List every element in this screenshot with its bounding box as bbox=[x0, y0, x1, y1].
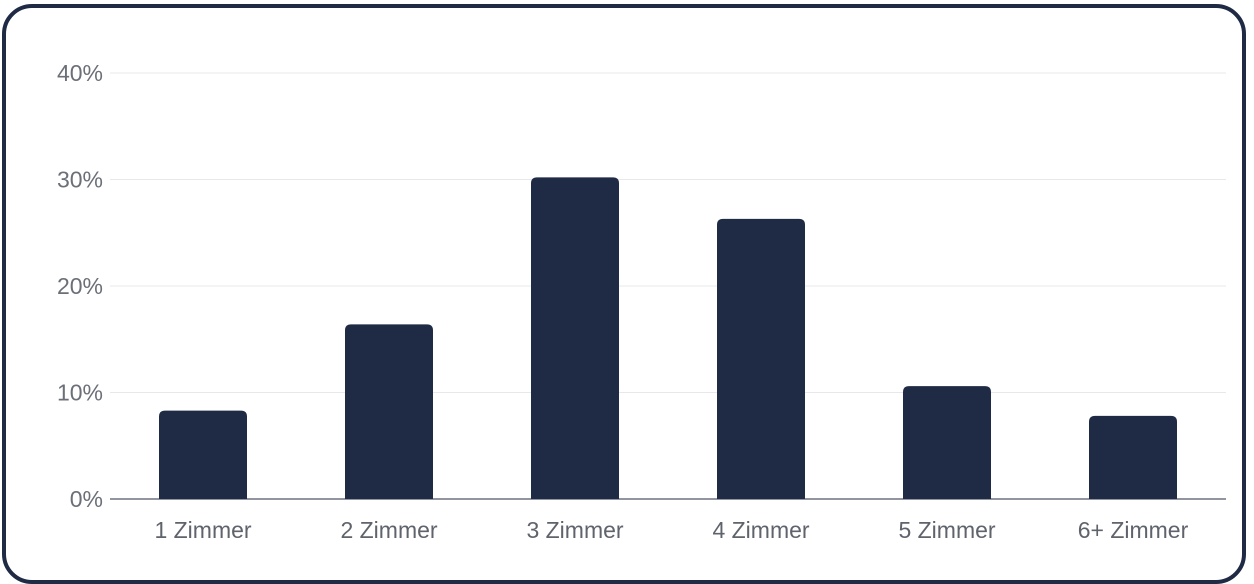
bar bbox=[345, 324, 433, 499]
bar bbox=[531, 177, 619, 499]
bar bbox=[159, 410, 247, 499]
x-category-label: 1 Zimmer bbox=[154, 517, 251, 543]
x-category-label: 3 Zimmer bbox=[526, 517, 623, 543]
bar bbox=[717, 218, 805, 499]
grid-layer bbox=[110, 72, 1226, 500]
bars-layer bbox=[159, 177, 1177, 499]
y-axis-labels: 0% 10% 20% 30% 40% bbox=[57, 60, 103, 512]
y-tick-label: 40% bbox=[57, 60, 103, 86]
x-category-label: 4 Zimmer bbox=[712, 517, 809, 543]
x-category-label: 2 Zimmer bbox=[340, 517, 437, 543]
bar-chart: 0% 10% 20% 30% 40% 1 Zimmer 2 Zimmer 3 Zimmer 4… bbox=[57, 60, 1226, 543]
y-tick-label: 30% bbox=[57, 167, 103, 193]
bar bbox=[1089, 415, 1177, 499]
y-tick-label: 10% bbox=[57, 380, 103, 406]
x-category-label: 6+ Zimmer bbox=[1078, 517, 1189, 543]
bar bbox=[903, 386, 991, 499]
y-tick-label: 20% bbox=[57, 273, 103, 299]
x-category-label: 5 Zimmer bbox=[898, 517, 995, 543]
x-axis-labels: 1 Zimmer 2 Zimmer 3 Zimmer 4 Zimmer 5 Zimmer… bbox=[154, 517, 1188, 543]
y-tick-label: 0% bbox=[70, 486, 103, 512]
